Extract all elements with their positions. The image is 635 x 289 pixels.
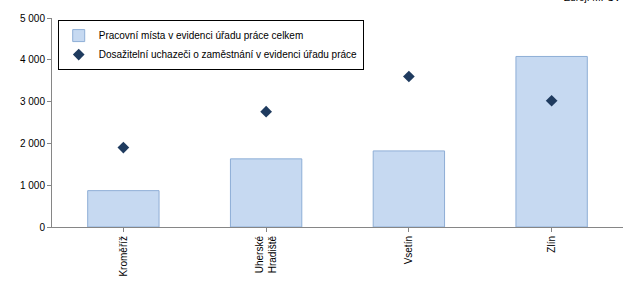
svg-text:UherskéHradiště: UherskéHradiště <box>254 236 278 274</box>
svg-text:5 000: 5 000 <box>20 13 45 24</box>
svg-text:Zlín: Zlín <box>546 236 557 253</box>
svg-text:Vsetín: Vsetín <box>403 236 414 264</box>
svg-text:Pracovní místa v evidenci úřad: Pracovní místa v evidenci úřadu práce ce… <box>99 30 304 41</box>
svg-text:3 000: 3 000 <box>20 96 45 107</box>
svg-text:0: 0 <box>39 222 45 233</box>
svg-text:Zdroj: MPSV: Zdroj: MPSV <box>564 0 621 3</box>
svg-text:2 000: 2 000 <box>20 138 45 149</box>
svg-text:1 000: 1 000 <box>20 180 45 191</box>
svg-text:Dosažitelní uchazeči o zaměstn: Dosažitelní uchazeči o zaměstnání v evid… <box>99 49 357 60</box>
svg-text:4 000: 4 000 <box>20 54 45 65</box>
svg-text:Kroměříž: Kroměříž <box>118 236 129 277</box>
